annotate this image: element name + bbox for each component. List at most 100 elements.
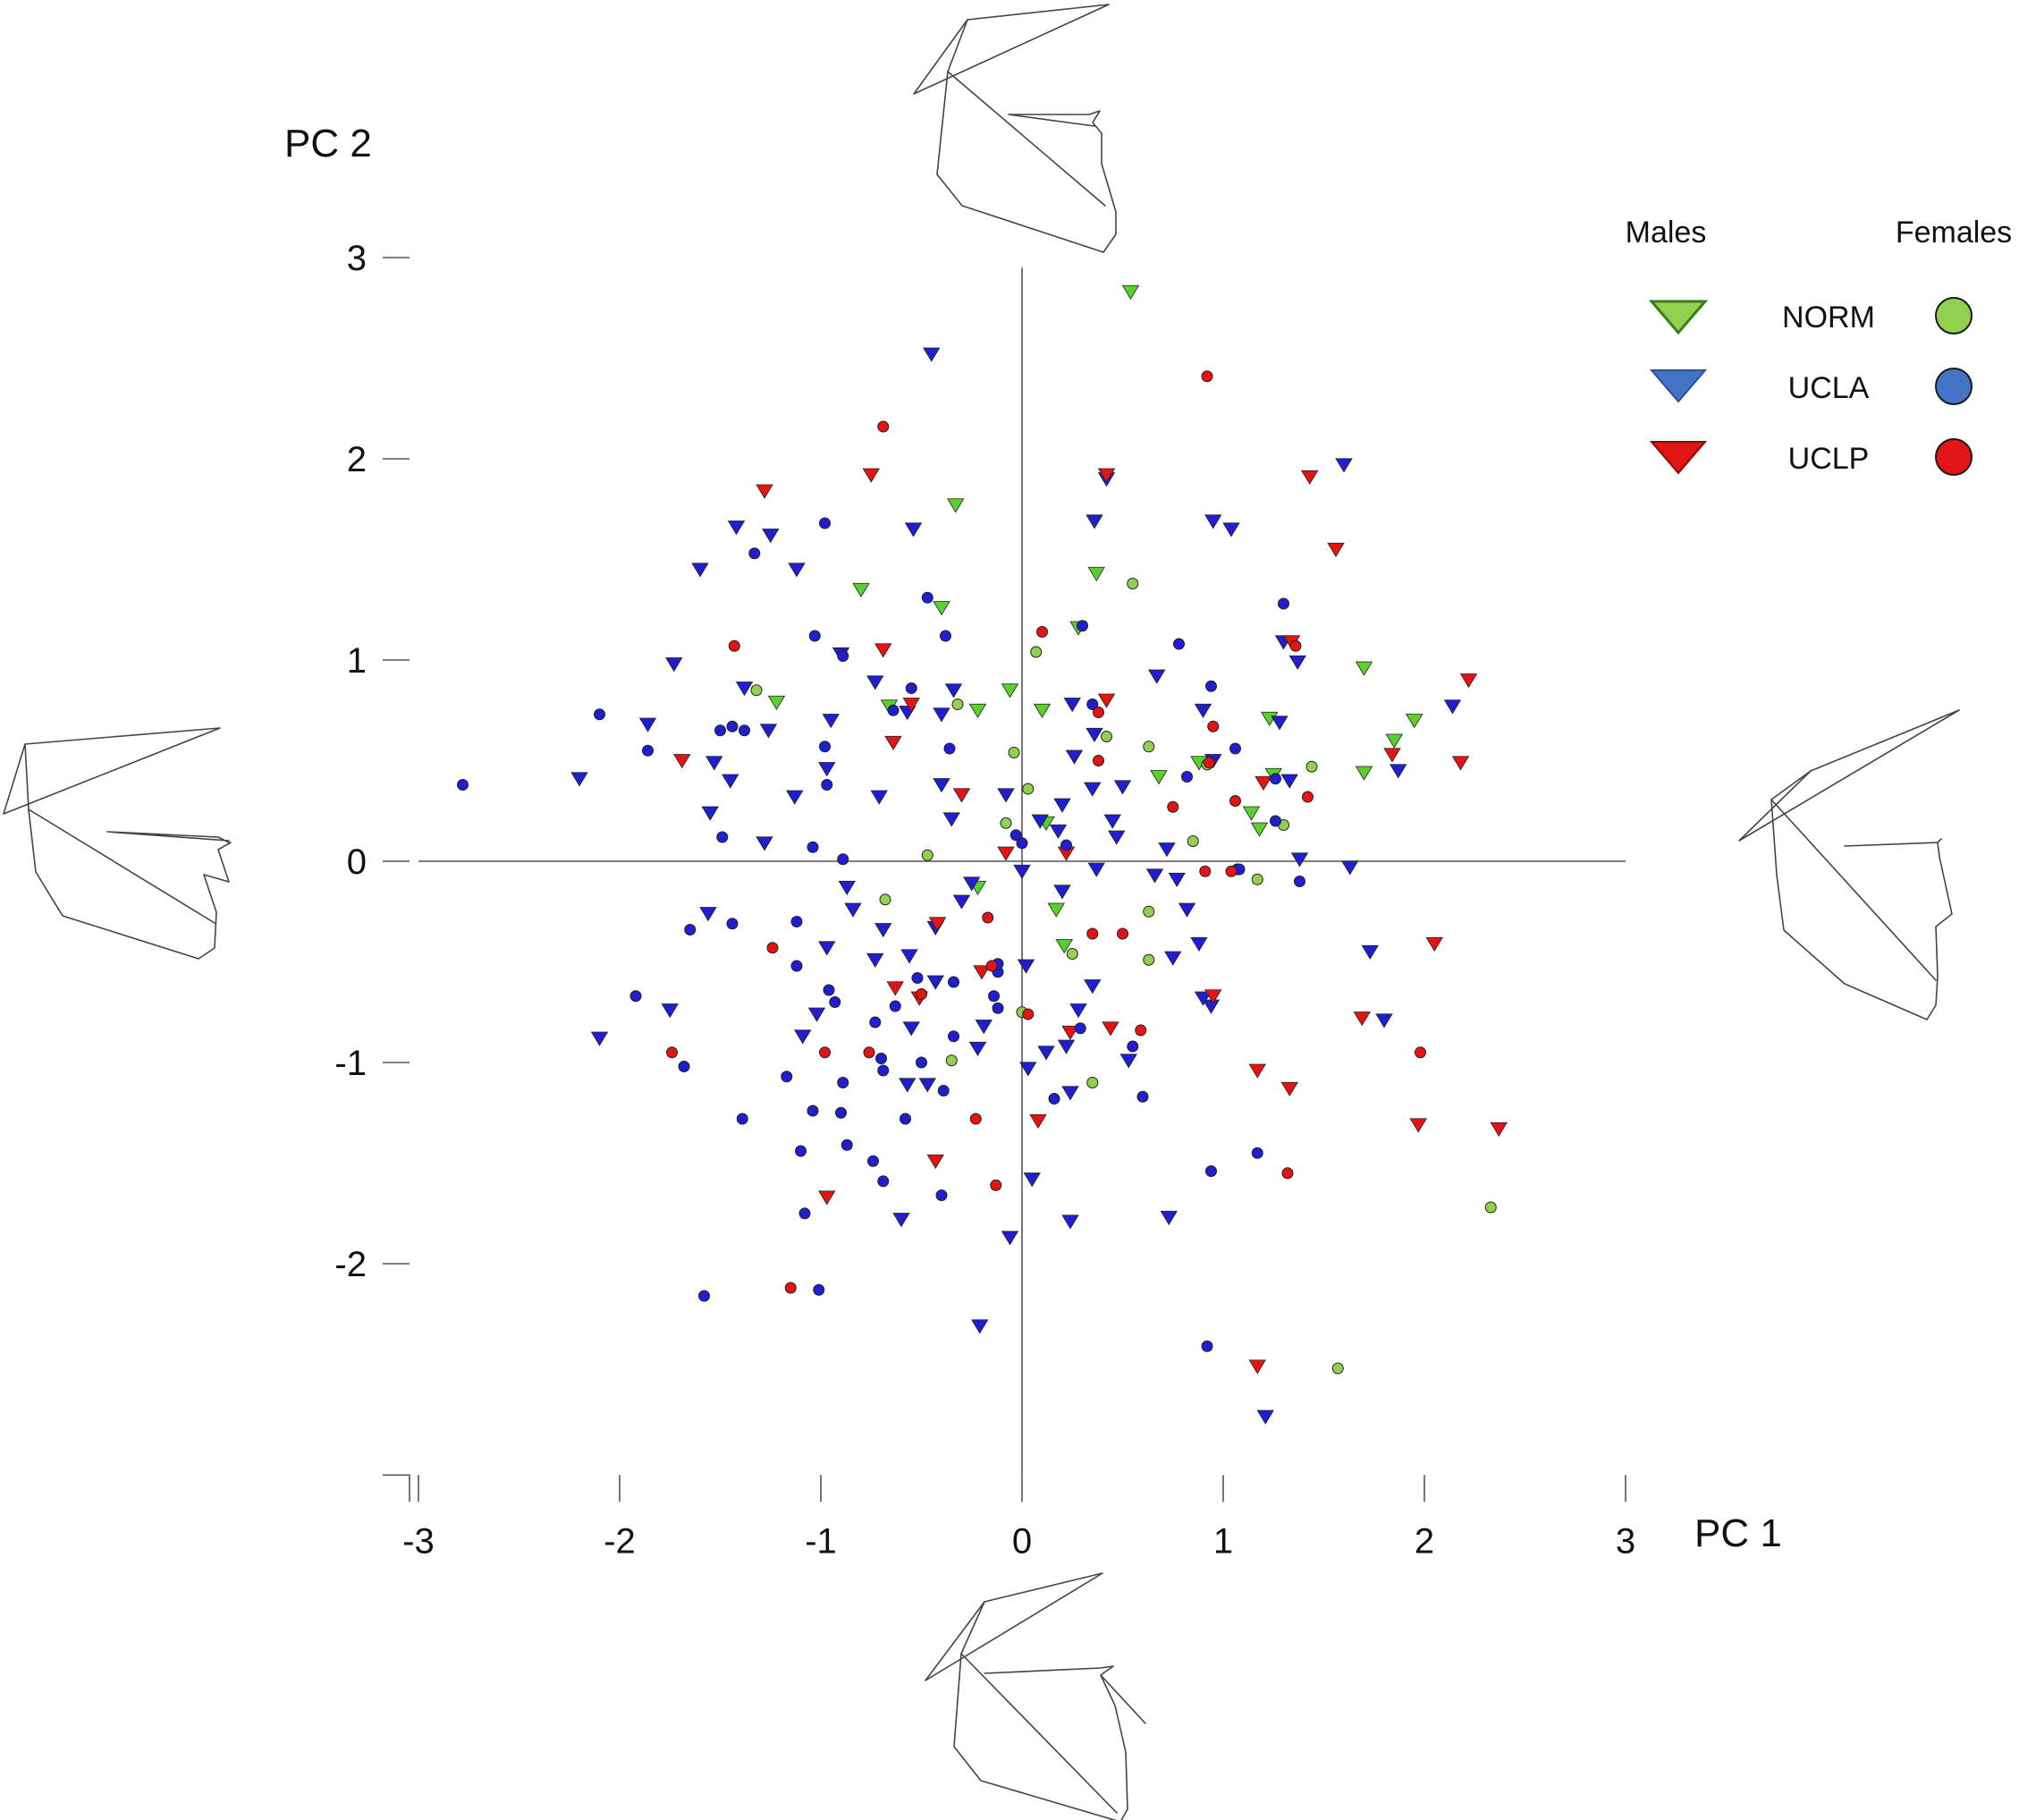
data-point-uclp-males bbox=[1327, 542, 1345, 558]
data-point-ucla-males bbox=[902, 1021, 920, 1037]
data-point-norm-males bbox=[947, 498, 965, 513]
data-point-uclp-males bbox=[1254, 775, 1272, 791]
data-point-ucla-females bbox=[819, 741, 831, 753]
data-point-uclp-males bbox=[1204, 989, 1222, 1004]
data-point-ucla-females bbox=[642, 744, 654, 757]
data-point-ucla-males bbox=[1019, 1062, 1037, 1077]
data-point-norm-males bbox=[1087, 566, 1105, 582]
data-point-uclp-males bbox=[1102, 1021, 1119, 1037]
data-point-ucla-females bbox=[1060, 839, 1072, 851]
shape-outline-bottom bbox=[925, 1572, 1146, 1820]
data-point-norm-females bbox=[1022, 783, 1035, 795]
legend-uclp-label: UCLP bbox=[1788, 442, 1870, 476]
data-point-ucla-males bbox=[1341, 860, 1359, 876]
data-point-ucla-females bbox=[1181, 771, 1193, 783]
data-point-norm-males bbox=[1355, 661, 1373, 676]
data-point-uclp-females bbox=[784, 1282, 797, 1294]
y-axis-title: PC 2 bbox=[284, 122, 372, 165]
data-point-ucla-females bbox=[594, 708, 605, 721]
data-point-ucla-females bbox=[992, 1002, 1004, 1014]
data-point-uclp-females bbox=[1289, 639, 1302, 652]
data-point-ucla-males bbox=[807, 1007, 826, 1022]
data-point-ucla-males bbox=[1443, 699, 1462, 715]
data-point-ucla-females bbox=[829, 996, 841, 1008]
data-point-uclp-females bbox=[1281, 1167, 1294, 1180]
data-point-ucla-males bbox=[1158, 842, 1176, 858]
x-tick-label: 2 bbox=[1415, 1521, 1434, 1561]
data-point-ucla-females bbox=[629, 990, 642, 1003]
data-point-ucla-males bbox=[1119, 1054, 1137, 1069]
legend-norm-female-marker bbox=[1935, 297, 1973, 334]
data-point-ucla-males bbox=[788, 563, 806, 578]
data-point-ucla-females bbox=[921, 591, 933, 604]
data-point-uclp-males bbox=[1353, 1012, 1371, 1027]
data-point-ucla-males bbox=[971, 1319, 989, 1334]
data-point-ucla-males bbox=[722, 774, 739, 789]
data-point-ucla-females bbox=[795, 1145, 807, 1157]
data-point-norm-females bbox=[945, 1054, 958, 1067]
data-point-ucla-females bbox=[1270, 773, 1281, 785]
data-point-ucla-females bbox=[807, 1105, 819, 1117]
data-point-ucla-males bbox=[1390, 764, 1407, 779]
data-point-ucla-females bbox=[1077, 620, 1088, 632]
data-point-uclp-males bbox=[1097, 693, 1116, 708]
data-point-ucla-males bbox=[1086, 727, 1103, 743]
data-point-uclp-females bbox=[1117, 927, 1128, 940]
data-point-ucla-females bbox=[1229, 742, 1241, 755]
data-point-norm-females bbox=[1305, 760, 1318, 773]
data-point-ucla-males bbox=[759, 724, 778, 739]
data-point-ucla-males bbox=[944, 683, 963, 698]
data-point-ucla-females bbox=[867, 1155, 879, 1167]
data-point-norm-males bbox=[1355, 766, 1373, 781]
data-point-ucla-males bbox=[1065, 749, 1084, 765]
data-point-ucla-females bbox=[748, 547, 761, 560]
shape-outline-right bbox=[1738, 709, 1960, 1020]
data-point-ucla-females bbox=[678, 1061, 690, 1072]
x-tick-label: -1 bbox=[805, 1521, 837, 1561]
data-point-ucla-males bbox=[1053, 885, 1071, 900]
data-point-uclp-males bbox=[926, 1154, 944, 1170]
data-point-ucla-males bbox=[1069, 1003, 1087, 1019]
data-point-ucla-females bbox=[841, 1139, 853, 1151]
data-point-uclp-males bbox=[673, 754, 691, 769]
data-point-ucla-males bbox=[1222, 522, 1240, 538]
data-point-uclp-females bbox=[1229, 795, 1241, 807]
data-point-ucla-females bbox=[875, 1053, 887, 1064]
legend-norm-male-marker bbox=[1648, 300, 1709, 335]
data-point-norm-females bbox=[750, 684, 763, 697]
data-point-ucla-females bbox=[1205, 1165, 1217, 1177]
data-point-ucla-males bbox=[1271, 715, 1288, 731]
data-point-norm-males bbox=[1001, 683, 1019, 698]
data-point-uclp-females bbox=[863, 1046, 875, 1059]
data-point-uclp-males bbox=[862, 468, 880, 483]
data-point-ucla-males bbox=[874, 923, 892, 938]
data-point-uclp-females bbox=[1093, 707, 1104, 718]
data-point-ucla-females bbox=[837, 650, 849, 662]
data-point-norm-females bbox=[1127, 578, 1139, 589]
data-point-uclp-females bbox=[985, 960, 998, 972]
data-point-ucla-females bbox=[790, 960, 803, 972]
data-point-ucla-females bbox=[726, 918, 739, 930]
data-point-norm-males bbox=[1150, 770, 1168, 785]
data-point-ucla-males bbox=[1335, 458, 1353, 473]
data-point-ucla-males bbox=[1204, 514, 1222, 529]
data-point-ucla-males bbox=[844, 902, 862, 918]
data-point-ucla-males bbox=[952, 894, 971, 910]
y-tick-label: -2 bbox=[334, 1245, 367, 1284]
data-point-ucla-males bbox=[933, 707, 950, 723]
data-point-uclp-males bbox=[1097, 468, 1116, 483]
data-point-uclp-males bbox=[997, 846, 1015, 861]
data-point-uclp-females bbox=[1302, 791, 1314, 803]
shape-outline-left bbox=[3, 727, 232, 960]
data-point-ucla-females bbox=[739, 724, 750, 737]
data-point-ucla-males bbox=[1145, 868, 1164, 884]
data-point-norm-females bbox=[1187, 835, 1199, 847]
data-point-ucla-females bbox=[736, 1113, 748, 1125]
data-point-norm-males bbox=[1242, 806, 1261, 821]
data-point-ucla-females bbox=[726, 720, 739, 732]
data-point-norm-females bbox=[1000, 817, 1012, 829]
data-point-uclp-females bbox=[728, 639, 740, 652]
data-point-uclp-males bbox=[884, 735, 902, 751]
data-point-norm-females bbox=[921, 849, 933, 861]
data-point-ucla-males bbox=[1084, 979, 1102, 995]
